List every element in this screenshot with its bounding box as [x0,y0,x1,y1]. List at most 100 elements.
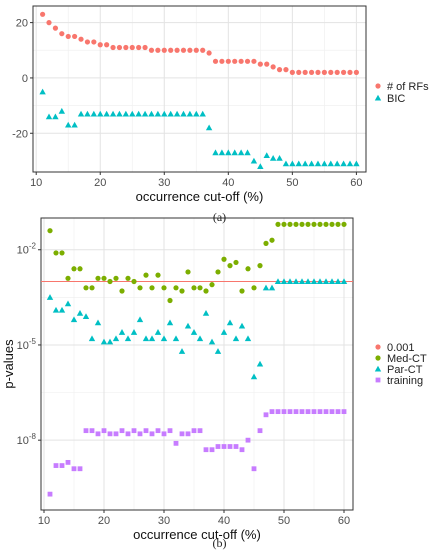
data-point [263,152,270,158]
data-point [227,444,233,449]
plot-border [40,217,354,511]
plot-area [41,218,353,510]
data-point [185,269,191,275]
legend-label: Par-CT [387,364,423,376]
data-point [226,319,234,326]
data-point [113,275,119,281]
data-point [110,44,116,51]
data-point [191,285,197,291]
data-point [244,149,251,156]
data-point [65,121,72,128]
data-point [299,409,305,415]
data-point [125,431,131,437]
data-point [78,36,84,42]
data-point [131,278,137,285]
data-point [167,297,173,304]
data-point [212,149,219,156]
data-point [148,110,155,117]
data-point [251,58,257,64]
data-point [281,409,287,415]
data-point [59,31,65,37]
data-point [346,160,354,167]
y-tick-label: 10-8 [17,432,37,447]
data-point [59,250,65,256]
data-point [107,278,113,285]
data-point [112,335,120,342]
data-point [334,69,340,75]
data-point [289,69,295,75]
data-point [173,110,181,117]
data-point [136,44,142,51]
data-point [101,275,107,281]
data-point [109,110,117,117]
data-point [283,67,289,73]
data-point [130,329,138,335]
data-point [95,431,101,437]
data-point [233,259,239,266]
legend-label: BIC [387,93,405,105]
data-point [257,61,263,67]
data-point [154,329,162,335]
data-point [77,266,83,272]
plot-area [33,6,366,172]
data-point [238,58,244,64]
data-point [116,110,123,117]
data-point [167,428,173,434]
legend-label: Med-CT [387,353,427,365]
data-point [257,263,263,269]
data-point [305,409,311,415]
data-point [245,437,251,443]
data-point [232,335,240,342]
data-point [196,335,204,342]
data-point [264,61,270,67]
data-point [219,58,225,64]
data-point [116,44,123,51]
data-point [155,272,161,278]
data-point [190,329,198,335]
data-point [199,110,206,117]
data-point [232,58,238,64]
legend-key [375,355,381,361]
data-point [100,338,108,345]
data-point [215,269,221,275]
data-point [218,149,226,156]
data-point [47,228,53,234]
data-point [305,221,311,227]
x-tick-label: 10 [30,177,42,189]
series-training [47,409,347,497]
data-point [84,39,91,45]
data-point [103,110,110,117]
data-point [340,160,347,167]
data-point [293,221,299,227]
data-point [239,288,245,294]
data-point [197,285,203,291]
data-point [168,47,174,53]
data-point [321,69,327,75]
data-point [322,278,330,285]
data-point [214,348,222,354]
data-point [70,316,78,323]
data-point [40,11,46,17]
data-point [296,69,302,75]
data-point [161,285,167,291]
data-point [155,47,161,53]
data-point [77,110,85,117]
data-point [329,221,335,227]
data-point [298,278,306,285]
data-point [308,69,315,75]
data-point [131,428,137,434]
data-point [221,444,227,449]
data-point [262,284,270,291]
data-point [52,306,60,313]
data-point [107,431,113,437]
data-point [270,64,276,70]
data-point [263,240,269,246]
data-point [205,124,213,131]
data-point [106,338,114,345]
data-point [72,33,78,40]
data-point [212,58,219,64]
data-point [186,110,194,117]
data-point [193,110,200,117]
data-point [287,409,293,415]
